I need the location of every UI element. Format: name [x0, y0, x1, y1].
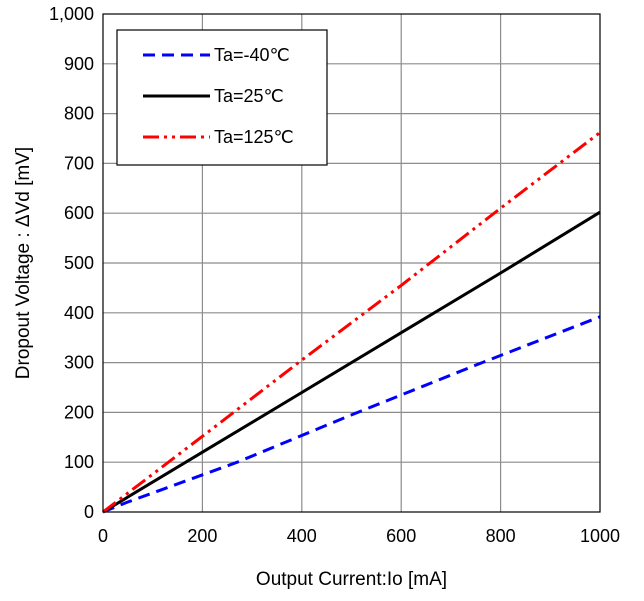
y-tick-label: 800	[64, 104, 94, 124]
series-line-1	[102, 210, 601, 514]
y-tick-label: 500	[64, 253, 94, 273]
y-tick-label: 900	[64, 54, 94, 74]
legend-label: Ta=125℃	[214, 127, 294, 147]
x-tick-label: 1000	[580, 526, 620, 546]
y-tick-label: 0	[84, 502, 94, 522]
y-tick-label: 700	[64, 153, 94, 173]
y-axis-title: Dropout Voltage : ΔVd [mV]	[13, 147, 34, 379]
legend-label: Ta=-40℃	[214, 45, 290, 65]
x-tick-label: 600	[386, 526, 416, 546]
series-lines	[102, 131, 601, 514]
y-tick-label: 1,000	[49, 4, 94, 24]
x-tick-label: 0	[98, 526, 108, 546]
x-tick-label: 200	[187, 526, 217, 546]
y-tick-label: 300	[64, 353, 94, 373]
x-tick-label: 400	[287, 526, 317, 546]
legend-label: Ta=25℃	[214, 86, 284, 106]
series-line-2	[102, 131, 601, 514]
x-tick-label: 800	[486, 526, 516, 546]
y-tick-label: 200	[64, 402, 94, 422]
x-axis-title: Output Current:Io [mA]	[256, 569, 447, 590]
series-line-0	[102, 315, 601, 514]
legend: Ta=-40℃ Ta=25℃ Ta=125℃	[116, 29, 328, 166]
y-tick-label: 100	[64, 452, 94, 472]
y-tick-label: 600	[64, 203, 94, 223]
plot-frame	[102, 13, 601, 513]
x-axis-ticks: 0 200 400 600 800 1000	[98, 526, 620, 546]
y-tick-label: 400	[64, 303, 94, 323]
y-axis-ticks: 0 100 200 300 400 500 600 700 800 900 1,000	[49, 4, 94, 522]
